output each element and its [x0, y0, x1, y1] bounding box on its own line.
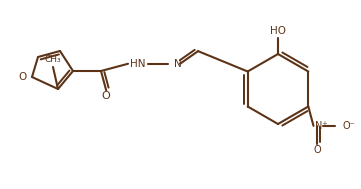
Text: HO: HO [270, 26, 286, 36]
Text: O: O [102, 91, 110, 101]
Text: N: N [174, 59, 182, 69]
Text: O: O [19, 72, 27, 82]
Text: HN: HN [130, 59, 146, 69]
Text: O⁻: O⁻ [343, 121, 355, 131]
Text: N⁺: N⁺ [316, 121, 328, 131]
Text: O: O [314, 145, 321, 155]
Text: CH₃: CH₃ [45, 56, 61, 64]
